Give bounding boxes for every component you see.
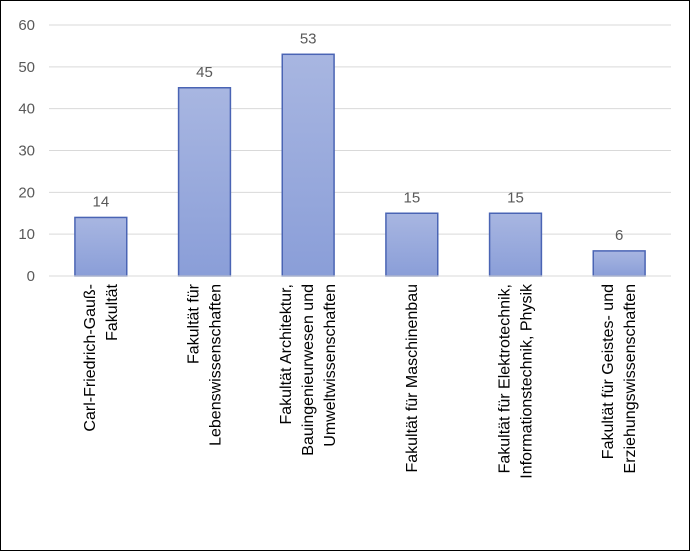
- bar: [177, 87, 232, 277]
- x-axis: Carl-Friedrich-Gauß- Fakultät Fakultät für…: [82, 283, 639, 479]
- data-label: 14: [92, 193, 109, 210]
- bar: [592, 250, 646, 277]
- x-category-label-line: Carl-Friedrich-Gauß-: [82, 284, 99, 432]
- y-tick-label: 10: [18, 226, 35, 243]
- data-label: 15: [403, 189, 420, 206]
- x-category-label: Carl-Friedrich-Gauß- Fakultät: [82, 283, 121, 431]
- x-category-label-line: Umweltwissenschaften: [322, 284, 339, 447]
- x-category-label-line: Informationstechnik, Physik: [519, 283, 536, 479]
- x-category-label: Fakultät Architektur, Bauingenieurwesen u…: [278, 284, 339, 456]
- x-category-label: Fakultät für Geistes- und Erziehungswisse…: [600, 284, 639, 473]
- bar: [74, 216, 128, 277]
- bar: [488, 212, 543, 277]
- bars: [74, 53, 646, 277]
- y-axis: 0 10 20 30 40 50 60: [18, 17, 35, 285]
- x-category-label-line: Fakultät Architektur,: [278, 284, 295, 425]
- y-tick-label: 20: [18, 184, 35, 201]
- x-category-label-line: Fakultät für Maschinenbau: [404, 284, 421, 473]
- x-category-label-line: Fakultät für Elektrotechnik,: [497, 284, 514, 473]
- x-category-label: Fakultät für Maschinenbau: [404, 284, 421, 473]
- bar: [385, 212, 439, 277]
- data-label: 15: [507, 189, 524, 206]
- y-tick-label: 40: [18, 101, 35, 118]
- x-category-label-line: Fakultät für Geistes- und: [600, 284, 617, 459]
- x-category-label-line: Erziehungswissenschaften: [622, 284, 639, 473]
- data-label: 53: [300, 30, 317, 47]
- y-tick-label: 60: [18, 17, 35, 34]
- x-category-label-line: Lebenswissenschaften: [208, 284, 225, 446]
- y-tick-label: 50: [18, 59, 35, 76]
- x-category-label: Fakultät für Elektrotechnik, Informations…: [497, 283, 536, 479]
- x-category-label: Fakultät für Lebenswissenschaften: [186, 283, 225, 446]
- y-tick-label: 30: [18, 143, 35, 160]
- gridlines: [49, 24, 671, 235]
- bar: [281, 53, 335, 277]
- x-category-label-line: Bauingenieurwesen und: [300, 284, 317, 456]
- y-tick-label: 0: [27, 268, 35, 285]
- x-category-label-line: Fakultät für: [186, 283, 203, 364]
- data-label: 6: [615, 227, 623, 244]
- data-labels: 14 45 53 15 15 6: [92, 30, 623, 244]
- x-category-label-line: Fakultät: [104, 283, 121, 340]
- data-label: 45: [196, 64, 213, 81]
